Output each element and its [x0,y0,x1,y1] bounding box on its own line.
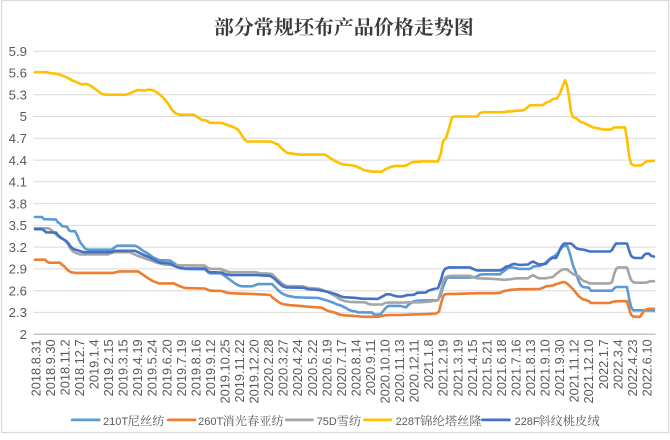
svg-text:2020.4.24: 2020.4.24 [290,339,305,396]
svg-text:5.9: 5.9 [9,44,27,59]
svg-text:2021.7.16: 2021.7.16 [509,339,524,396]
svg-text:2019.12.20: 2019.12.20 [247,339,262,403]
svg-text:2020.10.10: 2020.10.10 [378,339,393,403]
svg-text:2018.12.7: 2018.12.7 [72,339,87,396]
svg-text:2021.8.13: 2021.8.13 [523,339,538,396]
svg-text:5.3: 5.3 [9,87,27,102]
svg-text:2.9: 2.9 [9,262,27,277]
svg-text:2022.6.10: 2022.6.10 [639,339,654,396]
svg-text:260T: 260T [198,416,223,428]
svg-text:2021.4.15: 2021.4.15 [465,339,480,396]
svg-text:4.1: 4.1 [9,175,27,190]
svg-text:2021.9.10: 2021.9.10 [538,339,553,396]
svg-text:2021.6.18: 2021.6.18 [494,339,509,396]
svg-text:2021.1.8: 2021.1.8 [421,339,436,389]
svg-text:2019.3.15: 2019.3.15 [116,339,131,396]
svg-text:2.6: 2.6 [9,283,27,298]
svg-text:2019.5.24: 2019.5.24 [145,339,160,396]
svg-text:2020.5.22: 2020.5.22 [305,339,320,396]
svg-text:75D: 75D [317,416,337,428]
svg-text:2: 2 [20,327,27,342]
svg-text:2020.3.27: 2020.3.27 [276,339,291,396]
svg-text:2020.2.28: 2020.2.28 [261,339,276,396]
svg-text:5.6: 5.6 [9,66,27,81]
svg-text:2019.2.15: 2019.2.15 [101,339,116,396]
svg-text:2019.10.25: 2019.10.25 [218,339,233,403]
svg-text:2019.1.4: 2019.1.4 [87,339,102,389]
svg-text:2021.12.10: 2021.12.10 [581,339,596,403]
svg-text:2018.11.2: 2018.11.2 [57,339,72,395]
svg-text:2020.12.11: 2020.12.11 [407,339,422,402]
svg-text:2019.8.16: 2019.8.16 [188,339,203,396]
svg-text:2019.6.20: 2019.6.20 [159,339,174,396]
svg-text:2022.3.4: 2022.3.4 [610,339,625,389]
svg-text:2019.4.19: 2019.4.19 [130,339,145,396]
svg-text:3.2: 3.2 [9,240,27,255]
svg-text:4.7: 4.7 [9,131,27,146]
svg-text:2019.9.12: 2019.9.12 [203,339,218,396]
svg-text:5: 5 [20,109,27,124]
svg-text:210T: 210T [103,416,128,428]
svg-text:2018.8.31: 2018.8.31 [28,339,43,396]
svg-text:2021.11.12: 2021.11.12 [567,339,582,402]
svg-text:2020.9.11: 2020.9.11 [363,339,378,395]
svg-text:2020.11.13: 2020.11.13 [392,339,407,402]
svg-text:2022.1.7: 2022.1.7 [596,339,611,389]
svg-text:228F: 228F [515,416,540,428]
svg-text:2021.5.21: 2021.5.21 [479,339,494,396]
svg-text:3.8: 3.8 [9,196,27,211]
svg-text:2.3: 2.3 [9,305,27,320]
svg-text:2018.9.30: 2018.9.30 [43,339,58,396]
svg-text:2021.9.30: 2021.9.30 [552,339,567,396]
svg-text:2020.6.19: 2020.6.19 [319,339,334,396]
svg-text:2019.7.19: 2019.7.19 [174,339,189,396]
svg-text:2019.11.22: 2019.11.22 [232,339,247,402]
svg-text:2021.3.19: 2021.3.19 [450,339,465,396]
svg-text:3.5: 3.5 [9,218,27,233]
svg-text:2020.7.17: 2020.7.17 [334,339,349,396]
svg-text:4.4: 4.4 [9,153,27,168]
svg-text:2022.4.23: 2022.4.23 [625,339,640,396]
svg-text:2020.8.14: 2020.8.14 [348,339,363,396]
svg-text:2021.2.19: 2021.2.19 [436,339,451,396]
svg-text:228T: 228T [396,416,421,428]
